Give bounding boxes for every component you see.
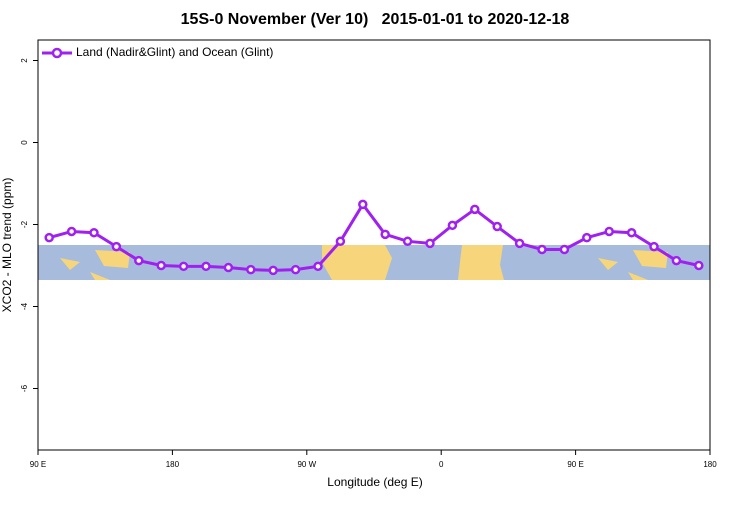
data-point	[66, 226, 77, 237]
data-point	[694, 260, 704, 271]
data-point	[290, 264, 301, 275]
data-point	[626, 227, 637, 238]
data-point	[223, 262, 234, 273]
data-point	[671, 255, 682, 266]
data-point	[89, 227, 99, 238]
data-point	[156, 260, 166, 271]
data-point	[134, 255, 144, 266]
data-point	[402, 236, 413, 247]
data-point	[335, 236, 346, 247]
x-tick-label: 180	[703, 460, 717, 469]
data-point	[201, 261, 211, 272]
data-point	[604, 226, 614, 237]
chart-title: 15S-0 November (Ver 10) 2015-01-01 to 20…	[181, 11, 570, 28]
legend-label: Land (Nadir&Glint) and Ocean (Glint)	[76, 45, 273, 59]
y-tick-label: 0	[20, 140, 29, 145]
data-point	[358, 199, 368, 210]
data-point	[470, 204, 480, 215]
data-point	[313, 261, 323, 272]
data-point	[44, 232, 54, 243]
data-point	[514, 238, 525, 249]
x-tick-label: 0	[439, 460, 444, 469]
x-tick-label: 90 W	[297, 460, 316, 469]
data-point	[537, 244, 547, 255]
legend-marker	[51, 47, 63, 59]
y-tick-label: -2	[20, 220, 29, 228]
data-point	[246, 264, 256, 275]
data-point	[582, 232, 592, 243]
data-point	[178, 261, 189, 272]
data-point	[111, 241, 122, 252]
x-axis-label: Longitude (deg E)	[327, 475, 422, 489]
x-tick-label: 180	[166, 460, 180, 469]
data-point	[268, 265, 278, 276]
data-point	[649, 241, 659, 252]
y-tick-label: -4	[20, 302, 29, 310]
x-tick-label: 90 E	[30, 460, 46, 469]
y-tick-label: 2	[20, 58, 29, 63]
y-axis-label: XCO2 - MLO trend (ppm)	[0, 178, 14, 313]
data-point	[380, 229, 390, 240]
plot-frame	[37, 39, 711, 451]
data-point	[492, 221, 502, 232]
legend: Land (Nadir&Glint) and Ocean (Glint)	[42, 45, 273, 59]
data-point	[559, 244, 570, 255]
y-tick-label: -6	[20, 384, 29, 392]
x-tick-label: 90 E	[567, 460, 583, 469]
data-point	[425, 238, 435, 249]
data-point	[447, 220, 458, 231]
